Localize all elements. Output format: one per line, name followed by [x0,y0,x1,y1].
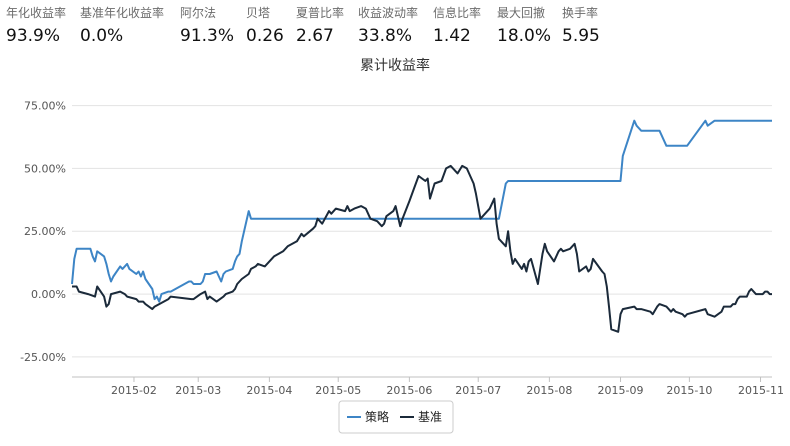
metric-label: 信息比率 [433,6,482,20]
series-lines [71,119,772,333]
metric-max-drawdown: 最大回撤 18.0% [497,6,551,48]
metric-info-ratio: 信息比率 1.42 [433,6,481,48]
legend-label-benchmark: 基准 [418,410,442,424]
metric-value: 0.0% [80,26,124,46]
metric-value: 18.0% [497,26,552,46]
x-tick-label: 2015-03 [175,384,221,397]
metric-label: 夏普比率 [296,6,345,20]
metric-value: 91.3% [180,26,235,46]
metric-label: 年化收益率 [6,6,67,20]
grid-lines [72,105,772,358]
x-tick-label: 2015-09 [598,384,644,397]
metric-label: 最大回撤 [497,6,546,20]
metric-label: 收益波动率 [358,6,419,20]
cumulative-return-chart: 累计收益率 75.00% 50.00% 25.00% 0.00% -25.00% 201… [20,57,784,434]
metrics-bar: 年化收益率 93.9% 基准年化收益率 0.0% 阿尔法 91.3% 贝塔 0.… [0,0,790,50]
metric-value: 0.26 [246,26,284,46]
metric-value: 33.8% [358,26,413,46]
legend-item-benchmark[interactable]: 基准 [400,410,442,424]
legend-item-strategy[interactable]: 策略 [347,409,389,424]
metric-label: 阿尔法 [180,6,217,20]
x-tick-label: 2015-08 [526,384,572,397]
metric-alpha: 阿尔法 91.3% [180,6,234,48]
metric-sharpe: 夏普比率 2.67 [296,6,344,48]
metric-label: 基准年化收益率 [80,6,165,20]
metric-value: 1.42 [433,26,471,46]
x-axis: 2015-02 2015-03 2015-04 2015-05 2015-06 2015-… [72,376,784,397]
x-tick-label: 2015-10 [666,384,712,397]
x-tick-label: 2015-07 [455,384,501,397]
strategy-line [71,119,772,303]
metric-value: 2.67 [296,26,334,46]
x-tick-label: 2015-06 [386,384,432,397]
y-tick-label: -25.00% [20,351,66,364]
benchmark-line [72,164,772,333]
y-axis: 75.00% 50.00% 25.00% 0.00% -25.00% [20,100,66,364]
metric-beta: 贝塔 0.26 [246,6,284,48]
legend[interactable]: 策略 基准 [338,400,454,434]
y-tick-label: 25.00% [24,225,66,238]
chart-title: 累计收益率 [360,57,430,74]
y-tick-label: 50.00% [24,162,66,175]
metric-value: 5.95 [562,26,600,46]
metric-label: 贝塔 [246,6,271,20]
x-tick-label: 2015-04 [246,384,292,397]
y-tick-label: 0.00% [31,288,66,301]
metric-volatility: 收益波动率 33.8% [358,6,418,48]
metric-label: 换手率 [562,6,599,20]
metric-benchmark-annual-return: 基准年化收益率 0.0% [80,6,164,48]
y-tick-label: 75.00% [24,100,66,113]
legend-label-strategy: 策略 [365,409,389,424]
x-tick-label: 2015-05 [315,384,361,397]
x-tick-label: 2015-02 [111,384,157,397]
metric-turnover: 换手率 5.95 [562,6,600,48]
legend-box [338,400,454,434]
x-tick-label: 2015-11 [738,384,784,397]
metric-annual-return: 年化收益率 93.9% [6,6,66,48]
metric-value: 93.9% [6,26,61,46]
